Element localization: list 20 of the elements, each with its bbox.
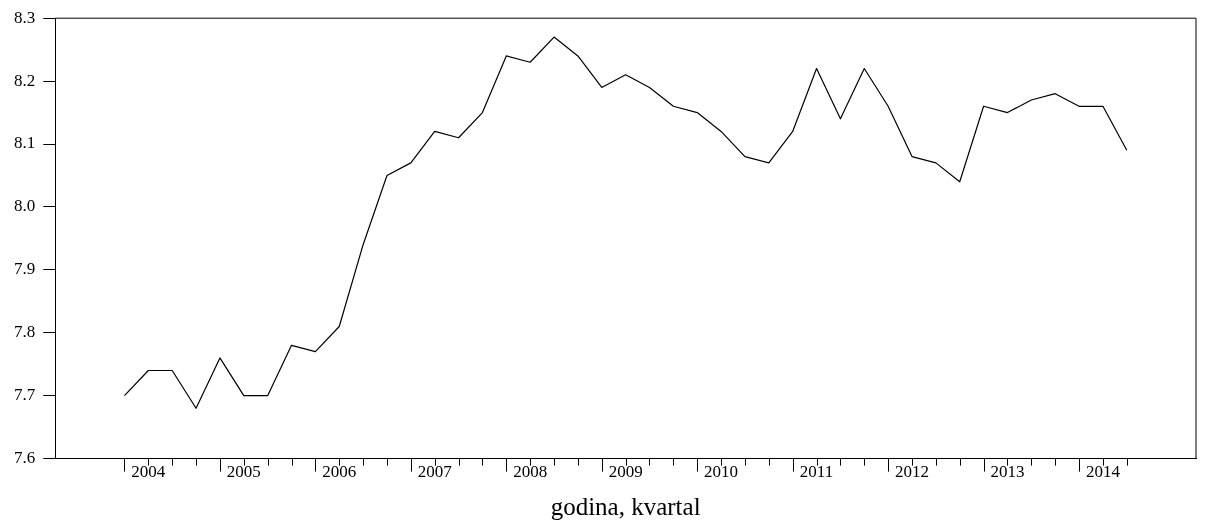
y-tick-label: 7.6 (14, 448, 36, 468)
x-tick-label: 2014 (1085, 462, 1121, 482)
y-tick-label: 8.1 (14, 133, 36, 153)
y-tick-label: 8.3 (14, 7, 36, 27)
x-tick-label: 2007 (417, 462, 453, 482)
x-tick-label: 2010 (704, 462, 739, 482)
y-tick-label: 7.7 (14, 385, 36, 405)
x-tick-label: 2011 (799, 462, 834, 482)
x-tick-label: 2008 (513, 462, 548, 482)
y-tick-label: 8.2 (14, 70, 36, 90)
x-tick-label: 2004 (131, 462, 166, 482)
x-axis-title: godina, kvartal (550, 492, 701, 520)
x-tick-label: 2013 (990, 462, 1025, 482)
y-tick-label: 8.0 (14, 196, 36, 216)
x-tick-label: 2012 (895, 462, 930, 482)
x-tick-label: 2009 (608, 462, 643, 482)
y-tick-label: 7.9 (14, 259, 36, 279)
y-tick-label: 7.8 (14, 322, 36, 342)
x-tick-label: 2005 (226, 462, 261, 482)
x-tick-label: 2006 (322, 462, 357, 482)
